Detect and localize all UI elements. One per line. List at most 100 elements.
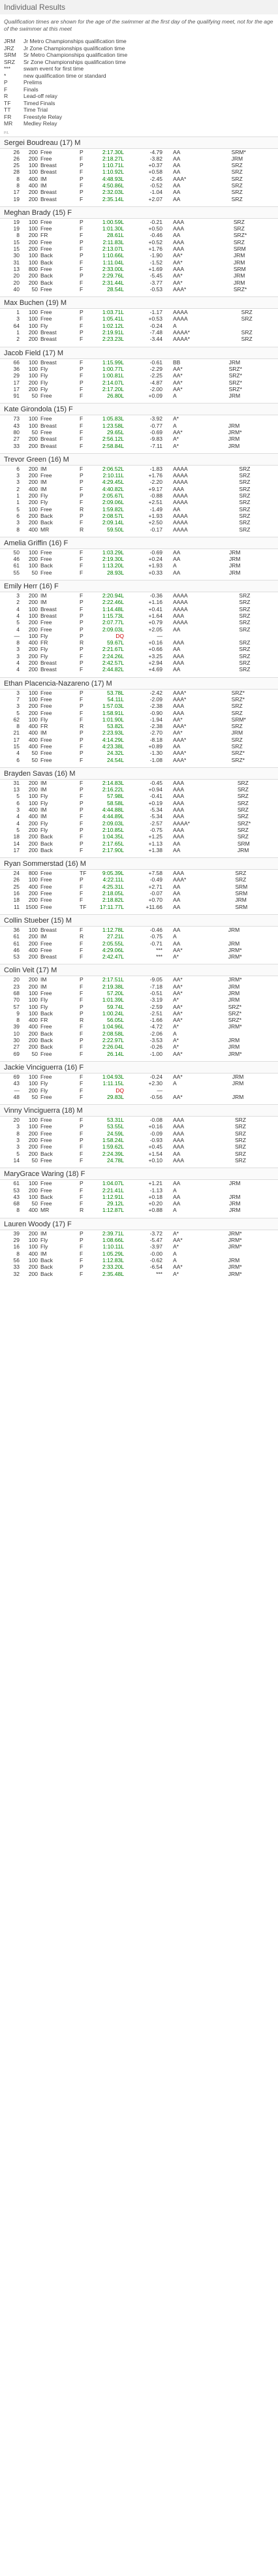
round-cell: F <box>80 605 84 612</box>
stroke-cell: FR <box>40 639 48 646</box>
time-diff-cell: -0.77 <box>149 422 162 429</box>
round-cell: F <box>80 946 84 953</box>
qualification-cell: SRZ <box>231 736 243 743</box>
time-diff-cell: -3.97 <box>149 1243 162 1250</box>
table-row: 3 200 IM F 2:20.94L -0.36 AAAA SRZ <box>0 592 278 599</box>
standard-cell: A <box>173 933 177 940</box>
swimmer-name[interactable]: Sergei Boudreau (17) M <box>0 136 278 149</box>
distance-cell: 100 <box>28 799 38 806</box>
swimmer-name[interactable]: Brayden Savas (16) M <box>0 767 278 780</box>
swimmer-name[interactable]: Vinny Vinciguerra (18) M <box>0 1104 278 1117</box>
stroke-cell: Free <box>40 1137 52 1144</box>
swimmer-name[interactable]: MaryGrace Waring (18) F <box>0 1168 278 1181</box>
round-cell: P <box>80 619 84 626</box>
table-row: 26 200 Free F 2:18.27L -3.82 AA JRM <box>0 155 278 162</box>
qualification-cell: JRM <box>232 1080 244 1087</box>
standard-cell: AA* <box>173 1017 183 1024</box>
stroke-cell: MR <box>40 1207 50 1214</box>
stroke-cell: Free <box>40 549 52 556</box>
stroke-cell: Free <box>40 238 52 246</box>
stroke-cell: Free <box>40 569 52 576</box>
swimmer-name[interactable]: Ryan Sommerstad (16) M <box>0 857 278 870</box>
place-cell: 2 <box>16 599 20 606</box>
time-cell: 1:59.62L <box>102 1143 124 1151</box>
swimmer-name[interactable]: Collin Stueber (15) M <box>0 914 278 927</box>
distance-cell: 100 <box>28 358 38 366</box>
time-diff-cell: +1.16 <box>148 599 162 606</box>
swimmer-name[interactable]: Trevor Green (16) M <box>0 453 278 466</box>
qualification-cell: JRM <box>233 272 245 279</box>
table-row: 55 50 Free F 28.93L +0.33 AA JRM <box>0 569 278 576</box>
qualification-cell: SRM <box>235 883 248 890</box>
results-table: 39 200 IM P 2:39.71L -3.72 A* JRM* 29 100 Fly P 1:08… <box>0 1230 278 1277</box>
distance-cell: 200 <box>28 492 38 500</box>
swimmer-name[interactable]: Kate Girondola (15) F <box>0 403 278 416</box>
swimmer-section: Ryan Sommerstad (16) M 24 800 Free TF 9:05.39… <box>0 857 278 910</box>
swimmer-name[interactable]: Ethan Placencia-Nazareno (17) M <box>0 676 278 690</box>
standard-cell: AAA <box>173 1117 185 1124</box>
table-row: 50 100 Free F 1:03.29L -0.69 AA JRM <box>0 549 278 556</box>
place-cell: 3 <box>16 472 20 479</box>
swimmer-name[interactable]: Emily Herr (16) F <box>0 580 278 593</box>
swimmer-name[interactable]: Max Buchen (19) M <box>0 296 278 310</box>
swimmer-section: Brayden Savas (16) M 31 200 IM F 2:14.83L -0.4… <box>0 767 278 853</box>
swimmer-name[interactable]: Meghan Brady (15) F <box>0 206 278 219</box>
time-diff-cell: -7.48 <box>149 329 162 336</box>
place-cell: 3 <box>16 315 20 323</box>
qualification-cell <box>227 1250 278 1257</box>
swimmer-section: Lauren Woody (17) F 39 200 IM P 2:39.71L -3.72… <box>0 1217 278 1277</box>
time-cell: 59.74L <box>107 1003 124 1010</box>
swimmer-name[interactable]: Colin Veit (17) M <box>0 964 278 977</box>
standard-cell: AA <box>173 1200 181 1207</box>
stroke-cell: IM <box>40 592 47 599</box>
stroke-cell: Free <box>40 246 52 253</box>
swimmer-name[interactable]: Amelia Griffin (16) F <box>0 536 278 549</box>
swimmer-name[interactable]: Jacob Field (17) M <box>0 346 278 359</box>
qualification-cell: JRM* <box>228 1270 242 1277</box>
time-diff-cell: -4.72 <box>149 1023 162 1030</box>
place-cell: 61 <box>13 1180 20 1187</box>
stroke-cell: Free <box>40 225 52 232</box>
legend-code: SRZ <box>4 58 15 65</box>
place-cell: 57 <box>13 1003 20 1010</box>
distance-cell: 800 <box>28 870 38 877</box>
time-cell: 1:57.03L <box>102 703 124 710</box>
standard-cell: AAA <box>173 485 185 492</box>
place-cell: 11 <box>14 903 20 910</box>
distance-cell: 50 <box>31 285 38 293</box>
results-table: 31 200 IM F 2:14.83L -0.45 AAA SRZ 13 200 IM P 2:16.… <box>0 780 278 853</box>
legend-item: P Prelims <box>4 79 274 86</box>
place-cell: 6 <box>16 799 20 806</box>
time-cell: 2:42.57L <box>102 660 124 667</box>
time-cell: 2:09.06L <box>102 499 124 506</box>
stroke-cell: Fly <box>40 1087 48 1094</box>
round-cell: F <box>80 1193 84 1200</box>
distance-cell: 200 <box>28 619 38 626</box>
time-diff-cell: -0.46 <box>149 926 162 933</box>
distance-cell: 200 <box>28 329 38 336</box>
distance-cell: 100 <box>28 1237 38 1244</box>
swimmer-name[interactable]: Jackie Vinciguerra (16) F <box>0 1060 278 1073</box>
standard-cell: A <box>173 1256 177 1264</box>
stroke-cell: IM <box>40 175 47 182</box>
results-table: 73 100 Free F 1:05.83L -3.92 A* 43 100 Breast F 1:2… <box>0 415 278 449</box>
distance-cell: 200 <box>28 1037 38 1044</box>
qualification-cell: SRZ <box>231 162 243 169</box>
swimmer-name[interactable]: Lauren Woody (17) F <box>0 1217 278 1230</box>
place-cell: 19 <box>13 225 20 232</box>
stroke-cell: IM <box>40 182 47 189</box>
time-cell: 4:44.89L <box>102 813 124 820</box>
table-row: 36 100 Fly P 1:00.77L -2.29 AA* SRZ* <box>0 366 278 372</box>
round-cell: P <box>80 329 84 336</box>
round-cell: P <box>80 1237 84 1244</box>
place-cell: 17 <box>13 846 20 853</box>
time-cell: 2:18.05L <box>102 890 124 897</box>
place-cell: 64 <box>13 322 20 329</box>
qualification-cell: JRM <box>229 556 241 563</box>
standard-cell: AA* <box>173 252 183 259</box>
distance-cell: 50 <box>31 569 38 576</box>
time-diff-cell: -0.49 <box>149 876 162 883</box>
standard-cell: AA* <box>173 379 183 386</box>
time-diff-cell: -3.77 <box>149 279 162 286</box>
qualification-cell: JRM <box>228 392 241 400</box>
